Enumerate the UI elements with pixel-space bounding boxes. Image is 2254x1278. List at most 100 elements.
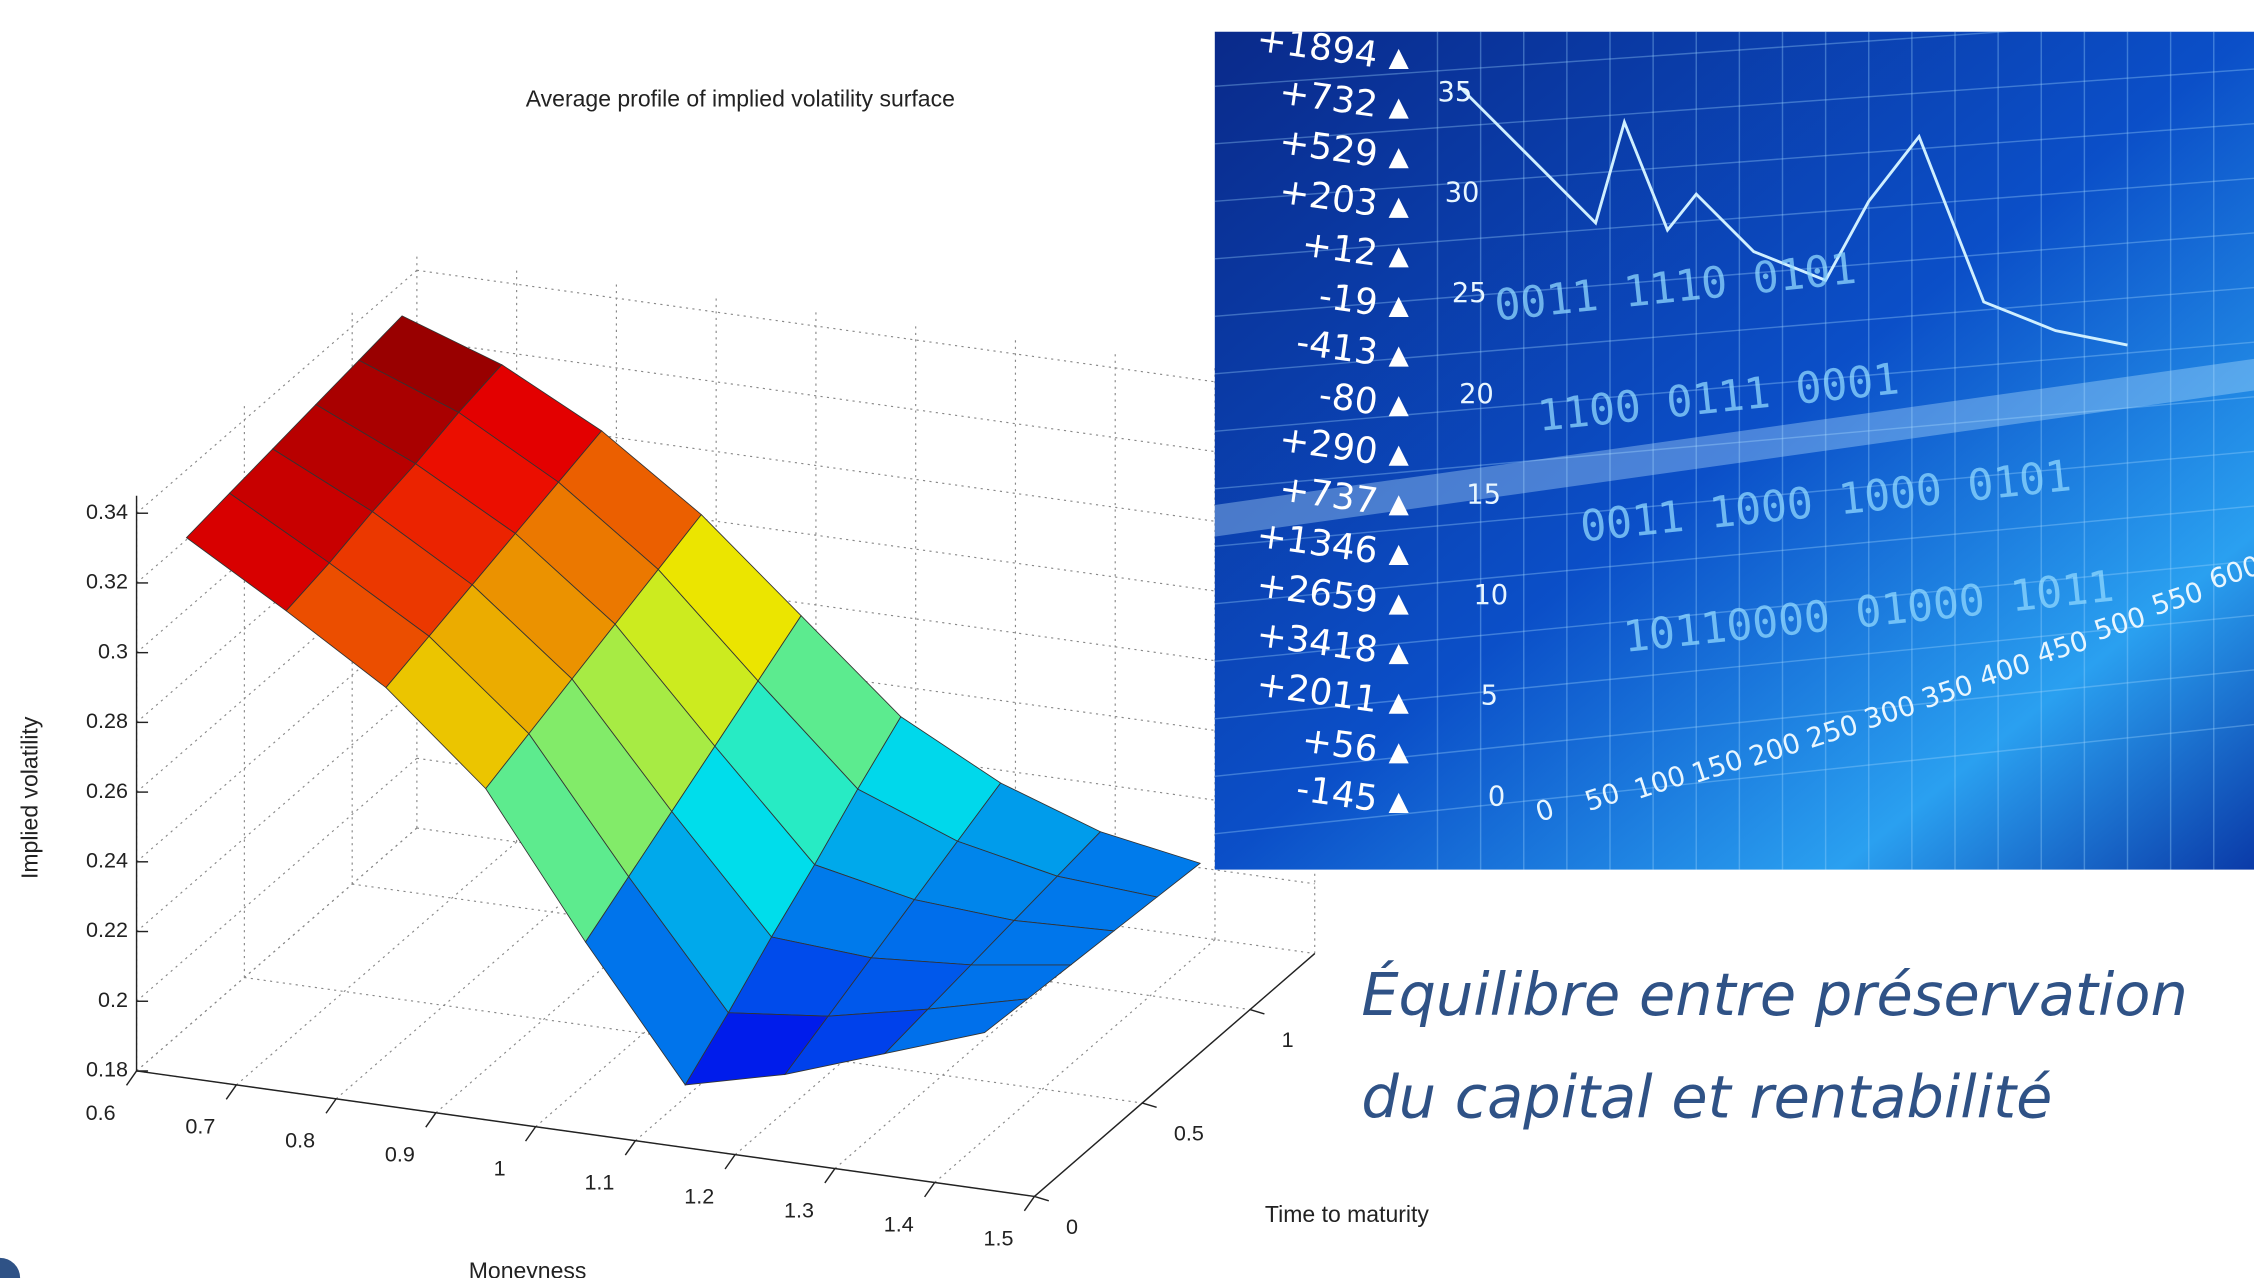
y-tick-label: 1 [1282, 1027, 1294, 1052]
x-tick [524, 1126, 537, 1142]
x-tick [724, 1154, 736, 1170]
y-tick [1034, 1195, 1050, 1202]
photo-scale: 5 [1481, 681, 1498, 712]
photo-grid-line [1214, 31, 2015, 87]
x-tick-label: 0.8 [285, 1128, 315, 1153]
y-tick [1249, 1008, 1265, 1015]
photo-grid-line [1214, 232, 2254, 317]
x-tick-label: 1 [494, 1156, 506, 1181]
y-tick-label: 0 [1066, 1214, 1078, 1239]
photo-grid-line [1214, 559, 2254, 662]
photo-ticker: -80 [1316, 375, 1380, 424]
photo-triangle [1388, 197, 1409, 218]
photo-scale: 35 [1438, 77, 1473, 108]
x-tick [824, 1168, 836, 1184]
x-tick [225, 1084, 237, 1100]
y-axis-label: Time to maturity [1265, 1201, 1430, 1227]
z-tick-label: 0.26 [86, 778, 128, 803]
chart-title: Average profile of implied volatility su… [526, 86, 955, 112]
x-tick-label: 0.6 [86, 1100, 116, 1125]
photo-scale: 10 [1473, 580, 1508, 611]
photo-triangle [1388, 48, 1409, 70]
surface-chart: Average profile of implied volatility su… [17, 86, 1430, 1278]
photo-band [1214, 358, 2254, 537]
photo-grid [1214, 31, 2254, 870]
photo-grid-line [1214, 614, 2254, 720]
z-tick-label: 0.2 [98, 987, 128, 1012]
y-tick [1142, 1102, 1157, 1109]
photo-scale: 20 [1459, 379, 1494, 410]
photo-triangle [1388, 743, 1409, 764]
photo-ticker: +12 [1299, 224, 1380, 275]
grid-line [136, 688, 418, 932]
photo-scale: 0 [1488, 781, 1505, 812]
x-tick [325, 1098, 337, 1114]
surface-patch [883, 998, 1030, 1055]
photo-triangle [1388, 247, 1409, 268]
photo-grid-line [1214, 396, 2254, 490]
x-tick [924, 1182, 936, 1198]
photo-grid-line [1214, 341, 2254, 432]
grid-line [416, 409, 1315, 536]
grid-line [416, 478, 1315, 606]
grid-line [416, 548, 1315, 676]
photo-background [1214, 31, 2254, 870]
photo-ticker: -19 [1316, 276, 1380, 325]
photo-triangle [1388, 296, 1409, 317]
photo-grid-line [1214, 723, 2254, 835]
x-axis-label: Moneyness [469, 1257, 587, 1278]
x-tick-label: 1.4 [884, 1211, 914, 1236]
photo-grid-line [1214, 505, 2254, 605]
corner-mark [0, 1257, 21, 1278]
z-tick-label: 0.34 [86, 499, 128, 524]
photo-triangle [1388, 544, 1409, 565]
z-tick-label: 0.28 [86, 708, 128, 733]
grid-line [416, 339, 1315, 467]
x-tick [125, 1070, 138, 1086]
caption-line: Équilibre entre préservation [1361, 960, 2188, 1029]
x-tick-label: 1.5 [984, 1225, 1014, 1250]
photo-triangle [1388, 495, 1409, 516]
photo-scale: 15 [1466, 479, 1501, 510]
photo-grid-line [1214, 450, 2254, 547]
z-tick-label: 0.18 [86, 1057, 128, 1082]
photo-line [1458, 85, 2128, 347]
photo-scale: 30 [1445, 178, 1480, 209]
caption-line: du capital et rentabilité [1361, 1062, 2052, 1131]
grid-line [136, 827, 418, 1072]
z-tick-label: 0.32 [86, 569, 128, 594]
x-tick-label: 0.9 [385, 1142, 415, 1167]
x-tick-label: 1.3 [784, 1197, 814, 1222]
photo-triangle [1388, 644, 1409, 665]
x-axis [136, 1070, 1035, 1198]
grid-line [136, 757, 418, 1002]
photo-triangle [1388, 693, 1409, 714]
x-tick [425, 1112, 437, 1128]
z-tick-label: 0.22 [86, 917, 128, 942]
photo-triangle [1388, 445, 1409, 466]
photo-triangle [1388, 148, 1409, 169]
photo-triangle [1388, 792, 1409, 813]
photo-grid-line [1214, 669, 2254, 777]
photo-grid-line [1214, 177, 2254, 260]
grid-line [416, 269, 1315, 397]
photo-grid-line [1214, 286, 2254, 375]
photo-triangle [1388, 98, 1409, 119]
z-tick-label: 0.3 [98, 638, 128, 663]
x-tick-label: 0.7 [185, 1114, 215, 1139]
photo-triangle [1388, 594, 1409, 615]
photo-triangle [1388, 396, 1409, 417]
z-axis-label: Implied volatility [17, 716, 43, 879]
y-axis [1033, 952, 1316, 1198]
x-tick [1023, 1196, 1036, 1212]
photo-grid-line [1214, 68, 2254, 145]
x-tick [624, 1140, 636, 1156]
photo-ticker: +56 [1299, 720, 1380, 771]
y-tick-label: 0.5 [1174, 1120, 1204, 1145]
grid-line [136, 827, 418, 1072]
photo-triangle [1388, 346, 1409, 367]
x-tick-label: 1.2 [684, 1183, 714, 1208]
